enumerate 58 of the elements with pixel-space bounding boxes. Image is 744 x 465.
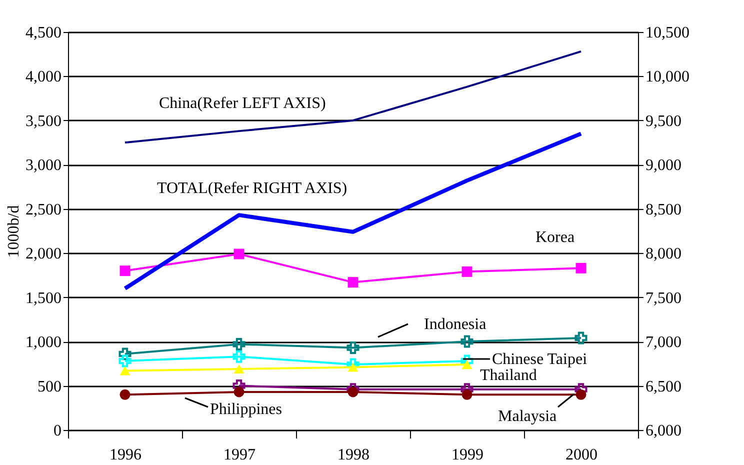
x-tick-label: 1999 — [452, 446, 484, 464]
y-tick-label: 4,500 — [26, 24, 62, 42]
point — [118, 354, 132, 368]
point — [232, 350, 246, 363]
y-tick-label: 0 — [54, 422, 62, 440]
y-tick-label: 1,500 — [26, 290, 62, 307]
point — [120, 366, 130, 376]
point — [574, 332, 588, 344]
point — [348, 386, 358, 398]
y2-tick-label: 9,000 — [646, 157, 682, 174]
y2-tick-label: 6,000 — [646, 422, 682, 440]
point — [120, 266, 130, 276]
y-tick-label: 500 — [38, 378, 62, 396]
point — [576, 262, 586, 274]
point — [460, 354, 474, 368]
series-label: Korea — [535, 229, 575, 246]
point — [346, 342, 360, 354]
point — [118, 348, 132, 360]
y-tick-label: 1,000 — [26, 334, 62, 352]
y2-tick-label: 10,500 — [646, 24, 690, 42]
y-axis-title: 1000b/d — [6, 205, 22, 258]
series-label: Thailand — [480, 367, 537, 384]
y2-tick-label: 7,000 — [646, 334, 682, 352]
point — [234, 364, 244, 374]
y-tick-label: 2,000 — [26, 246, 62, 263]
x-tick-label: 1998 — [338, 446, 370, 464]
series-label: Philippines — [210, 401, 282, 418]
point — [576, 389, 586, 400]
line-series — [123, 132, 583, 290]
series-label: TOTAL(Refer RIGHT AXIS) — [157, 180, 348, 197]
y-tick-label: 3,500 — [26, 112, 62, 130]
y2-tick-label: 10,000 — [646, 68, 690, 86]
point — [462, 389, 472, 400]
y-tick-label: 2,500 — [26, 201, 62, 218]
point — [348, 362, 358, 372]
point — [462, 360, 472, 370]
series-label: Indonesia — [424, 316, 486, 333]
y2-tick-label: 9,500 — [646, 112, 682, 130]
line-series — [124, 50, 582, 144]
y2-tick-label: 8,500 — [646, 201, 682, 218]
y-tick-label: 4,000 — [26, 68, 62, 86]
point — [234, 386, 244, 398]
point — [462, 266, 472, 277]
point — [232, 338, 246, 350]
series-label: Malaysia — [498, 408, 557, 425]
series-label: China(Refer LEFT AXIS) — [159, 95, 326, 112]
point — [460, 335, 474, 348]
series-label: Chinese Taipei — [492, 351, 588, 368]
x-tick-label: 1996 — [110, 446, 142, 464]
point — [234, 248, 244, 260]
y-tick-label: 3,000 — [26, 157, 62, 174]
point — [120, 389, 130, 400]
y2-tick-label: 7,500 — [646, 290, 682, 307]
y2-tick-label: 8,000 — [646, 246, 682, 263]
x-tick-label: 2000 — [566, 446, 598, 464]
y2-tick-label: 6,500 — [646, 378, 682, 396]
point — [348, 277, 358, 288]
x-tick-label: 1997 — [224, 446, 256, 464]
